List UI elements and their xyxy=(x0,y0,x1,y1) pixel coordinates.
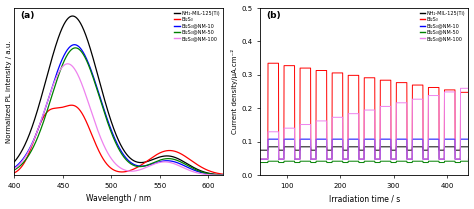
X-axis label: Wavelength / nm: Wavelength / nm xyxy=(86,194,151,203)
Y-axis label: Current density/μA.cm⁻²: Current density/μA.cm⁻² xyxy=(231,49,238,134)
Y-axis label: Normalized PL intensity / a.u.: Normalized PL intensity / a.u. xyxy=(6,40,11,143)
Legend: NH₂-MIL-125(Ti), Bi₂S₃, Bi₂S₃@NM-10, Bi₂S₃@NM-50, Bi₂S₃@NM-100: NH₂-MIL-125(Ti), Bi₂S₃, Bi₂S₃@NM-10, Bi₂… xyxy=(419,10,466,41)
Legend: NH₂-MIL-125(Ti), Bi₂S₃, Bi₂S₃@NM-10, Bi₂S₃@NM-50, Bi₂S₃@NM-100: NH₂-MIL-125(Ti), Bi₂S₃, Bi₂S₃@NM-10, Bi₂… xyxy=(173,10,220,41)
Text: (b): (b) xyxy=(266,11,281,20)
X-axis label: Irradiation time / s: Irradiation time / s xyxy=(328,194,400,203)
Text: (a): (a) xyxy=(20,11,35,20)
